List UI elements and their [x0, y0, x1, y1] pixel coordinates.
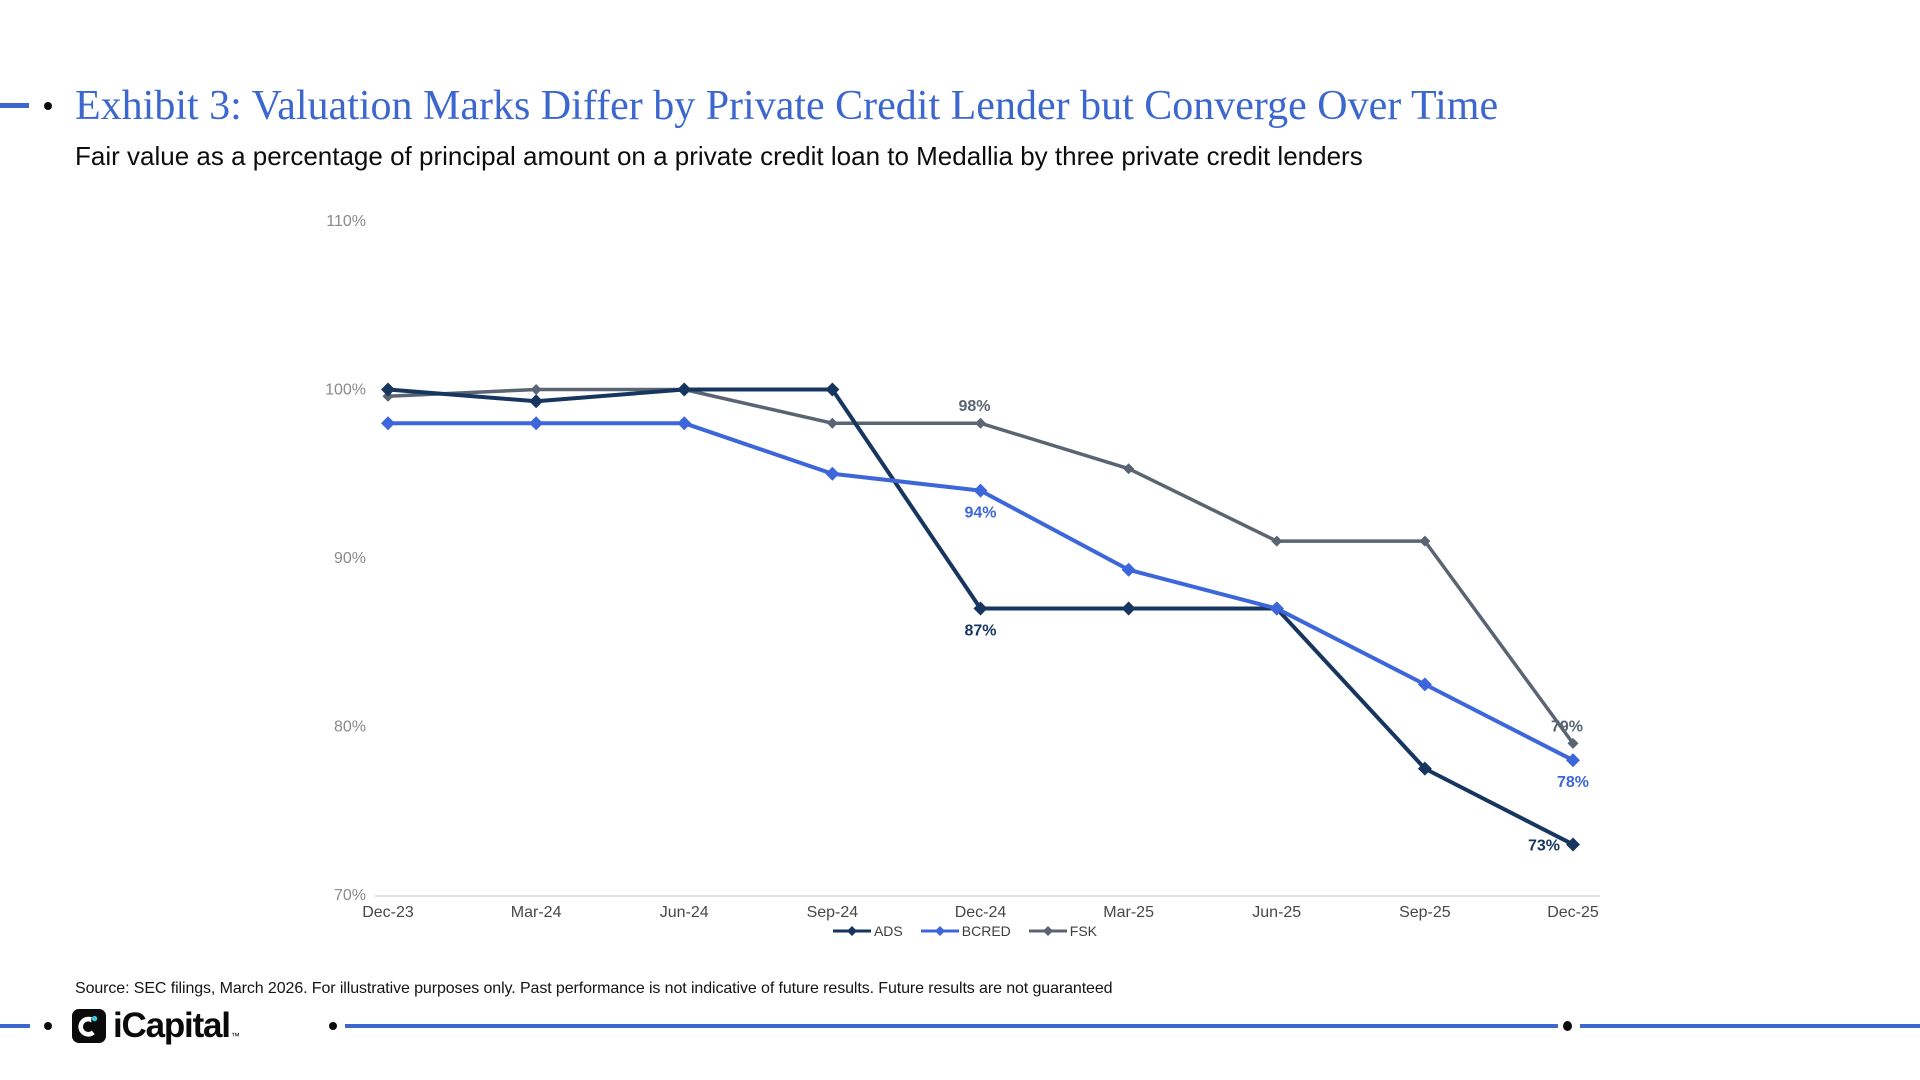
footer-rule	[345, 1024, 1558, 1028]
data-point-bcred	[1121, 562, 1136, 577]
chart-line-fsk	[386, 387, 1575, 746]
data-point-bcred	[1417, 677, 1432, 692]
data-label-bcred: 94%	[964, 505, 996, 522]
chart-line-ads	[386, 387, 1575, 847]
legend-swatch-fsk-icon	[1028, 926, 1067, 936]
data-point-ads	[1121, 601, 1136, 616]
data-point-fsk	[530, 384, 542, 395]
exhibit-subtitle: Fair value as a percentage of principal …	[75, 141, 1363, 171]
y-axis-tick-label: 70%	[334, 887, 366, 904]
x-axis-tick-label: Sep-24	[807, 904, 859, 921]
icapital-logo-mark-icon	[72, 1009, 106, 1043]
data-point-fsk	[975, 417, 986, 429]
data-point-ads	[825, 382, 840, 397]
data-label-fsk: 79%	[1551, 718, 1583, 735]
x-axis-tick-label: Dec-24	[955, 904, 1007, 921]
data-point-bcred	[677, 416, 692, 431]
data-point-ads	[677, 382, 692, 397]
data-label-ads: 73%	[1528, 837, 1560, 854]
data-point-ads	[1566, 837, 1580, 852]
data-point-bcred	[1566, 753, 1580, 768]
data-label-ads: 87%	[964, 623, 996, 640]
footer-bullet-middle	[329, 1022, 337, 1030]
title-bullet-decoration	[44, 102, 52, 110]
exhibit-title: Exhibit 3: Valuation Marks Differ by Pri…	[75, 83, 1499, 129]
data-point-bcred	[973, 483, 988, 498]
footer-bullet-right	[1563, 1021, 1572, 1031]
legend-swatch-bcred-icon	[920, 926, 959, 936]
data-point-bcred	[1269, 601, 1284, 616]
data-point-bcred	[825, 466, 840, 481]
chart-legend: ADS BCRED FSK	[375, 919, 1555, 943]
y-axis-tick-label: 100%	[325, 382, 366, 399]
title-dash-decoration	[0, 103, 29, 108]
footer-rule-right	[1580, 1024, 1920, 1028]
x-axis-tick-label: Dec-25	[1547, 904, 1599, 921]
icapital-trademark: ™	[230, 1031, 240, 1041]
legend-swatch-ads-icon	[832, 926, 871, 936]
data-point-fsk	[1271, 535, 1283, 547]
data-label-bcred: 78%	[1557, 774, 1589, 791]
source-note: Source: SEC filings, March 2026. For ill…	[75, 980, 1113, 997]
y-axis-tick-label: 110%	[326, 213, 366, 230]
icapital-logo-text: iCapital	[113, 1006, 231, 1045]
legend-item-bcred: BCRED	[920, 923, 1011, 939]
data-point-fsk	[1123, 463, 1135, 475]
x-axis-tick-label: Jun-25	[1252, 904, 1301, 921]
y-axis-tick-label: 80%	[334, 719, 366, 736]
data-point-bcred	[381, 416, 395, 431]
data-point-ads	[381, 382, 395, 397]
x-axis-tick-label: Sep-25	[1399, 904, 1451, 921]
legend-label-fsk: FSK	[1069, 923, 1098, 939]
data-point-fsk	[826, 417, 838, 429]
icapital-logo: iCapital ™	[72, 1007, 240, 1045]
data-label-fsk: 98%	[958, 398, 990, 415]
y-axis-tick-label: 90%	[334, 550, 366, 567]
x-axis-tick-label: Mar-24	[511, 904, 562, 921]
legend-item-ads: ADS	[832, 923, 903, 939]
data-point-ads	[529, 394, 544, 409]
data-point-ads	[1417, 761, 1432, 776]
legend-label-ads: ADS	[873, 923, 903, 939]
chart-line-bcred	[386, 421, 1575, 763]
x-axis-tick-label: Jun-24	[660, 904, 709, 921]
footer-bullet-left	[44, 1022, 52, 1030]
data-point-bcred	[529, 416, 544, 431]
data-point-fsk	[1419, 535, 1431, 547]
legend-label-bcred: BCRED	[961, 923, 1011, 939]
x-axis-tick-label: Dec-23	[362, 904, 414, 921]
footer-dash-decoration	[0, 1024, 30, 1028]
x-axis-tick-label: Mar-25	[1103, 904, 1154, 921]
data-point-fsk	[1567, 737, 1579, 749]
data-point-ads	[973, 601, 988, 616]
legend-item-fsk: FSK	[1028, 923, 1098, 939]
